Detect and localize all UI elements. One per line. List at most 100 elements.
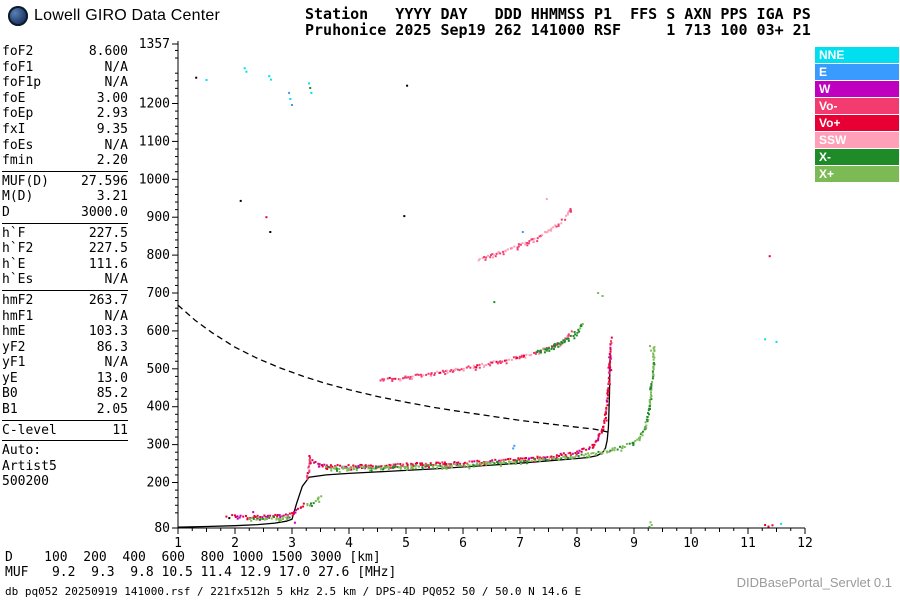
- parameter-value: 9.35: [96, 121, 128, 137]
- parameter-value: 11: [112, 422, 128, 438]
- series-f2-trace-leading-cusp: [306, 458, 312, 480]
- parameter-label: foF1p: [2, 75, 42, 91]
- parameter-label: hmF1: [2, 308, 34, 324]
- x-tick-label: 3: [288, 536, 296, 551]
- noise-specks: [195, 67, 783, 529]
- parameter-value: N/A: [104, 308, 128, 324]
- legend-item-nne: NNE: [815, 47, 899, 63]
- parameter-label: h`E: [2, 256, 26, 272]
- separator-line: [2, 289, 128, 291]
- parameter-label: h`F: [2, 225, 26, 241]
- parameter-label: Auto:: [2, 443, 42, 459]
- axes: [177, 41, 805, 529]
- parameter-row-foe: foE 3.00: [2, 91, 128, 107]
- legend-item-x: X+: [815, 166, 899, 182]
- parameter-label: fxI: [2, 121, 26, 137]
- brand: Lowell GIRO Data Center: [8, 6, 220, 26]
- parameter-label: MUF(D): [2, 173, 49, 189]
- parameter-value: 27.596: [81, 173, 128, 189]
- parameter-value: 103.3: [88, 324, 128, 340]
- x-tick-label: 12: [797, 536, 813, 551]
- parameter-label: B0: [2, 386, 18, 402]
- legend-item-x: X-: [815, 149, 899, 165]
- parameter-label: foE: [2, 90, 26, 106]
- separator-line: [2, 222, 128, 224]
- series-f2-third-hop: [477, 208, 572, 262]
- parameter-value: 2.05: [96, 402, 128, 418]
- parameter-value: N/A: [104, 355, 128, 371]
- parameter-row-fmin: fmin 2.20: [2, 153, 128, 169]
- parameter-row-ye: yE 13.0: [2, 371, 128, 387]
- parameter-label: yE: [2, 370, 18, 386]
- parameter-label: 500200: [2, 474, 49, 490]
- parameter-row-m-d: M(D) 3.21: [2, 189, 128, 205]
- parameter-label: h`Es: [2, 272, 34, 288]
- legend-item-w: W: [815, 81, 899, 97]
- x-tick-label: 1: [174, 536, 182, 551]
- legend-item-ssw: SSW: [815, 132, 899, 148]
- series-f2-trace-x-mode: [324, 346, 656, 473]
- parameter-row-yf1: yF1 N/A: [2, 355, 128, 371]
- parameter-value: N/A: [104, 137, 128, 153]
- parameter-row-fof1p: foF1p N/A: [2, 75, 128, 91]
- y-tick-label: 600: [147, 324, 170, 339]
- x-tick-label: 9: [630, 536, 638, 551]
- y-tick-label: 400: [147, 400, 170, 415]
- parameter-value: 2.93: [96, 106, 128, 122]
- parameter-label: Artist5: [2, 458, 57, 474]
- parameter-value: 227.5: [88, 225, 128, 241]
- series-muf-transmission-curve: [177, 304, 609, 433]
- y-tick-label: 500: [147, 362, 170, 377]
- x-tick-label: 6: [459, 536, 467, 551]
- series-e2-cusp-x: [306, 495, 323, 507]
- parameter-row-yf2: yF2 86.3: [2, 340, 128, 356]
- parameter-label: foF1: [2, 59, 34, 75]
- separator-line: [2, 440, 128, 442]
- y-tick-label: 1357: [139, 37, 170, 52]
- parameter-row-hmf2: hmF2 263.7: [2, 293, 128, 309]
- parameter-label: foEp: [2, 106, 34, 122]
- separator-line: [2, 419, 128, 421]
- x-tick-label: 11: [740, 536, 756, 551]
- parameter-value: 227.5: [88, 241, 128, 257]
- parameter-value: 263.7: [88, 292, 128, 308]
- station-header-labels: Station YYYY DAY DDD HHMMSS P1 FFS S AXN…: [305, 5, 811, 23]
- measurement-footer: db pq052 20250919 141000.rsf / 221fx512h…: [5, 585, 582, 598]
- series-f2-second-hop-o: [379, 330, 573, 382]
- y-tick-label: 200: [147, 476, 170, 491]
- parameter-row-hmf1: hmF1 N/A: [2, 309, 128, 325]
- y-tick-label: 80: [154, 521, 170, 536]
- parameter-value: N/A: [104, 59, 128, 75]
- x-tick-label: 4: [345, 536, 353, 551]
- parameter-row-h-es: h`Es N/A: [2, 272, 128, 288]
- trace-legend: NNE E W Vo- Vo+ SSW X- X+: [815, 47, 899, 183]
- servlet-watermark: DIDBasePortal_Servlet 0.1: [736, 575, 892, 590]
- parameter-label: D: [2, 204, 10, 220]
- x-tick-label: 2: [231, 536, 239, 551]
- series-e-trace-x: [248, 515, 291, 522]
- parameter-value: 3.21: [96, 189, 128, 205]
- parameter-label: hmF2: [2, 292, 34, 308]
- parameter-row-b0: B0 85.2: [2, 386, 128, 402]
- parameter-label: h`F2: [2, 241, 34, 257]
- parameter-label: hmE: [2, 324, 26, 340]
- legend-item-e: E: [815, 64, 899, 80]
- x-tick-label: 7: [516, 536, 524, 551]
- parameter-label: C-level: [2, 422, 57, 438]
- parameter-value: N/A: [104, 75, 128, 91]
- parameter-value: 13.0: [96, 370, 128, 386]
- parameter-label: foF2: [2, 44, 34, 59]
- parameter-label: yF2: [2, 339, 26, 355]
- series-true-height-profile: [177, 357, 611, 528]
- parameter-row-fof2: foF2 8.600: [2, 44, 128, 60]
- parameter-value: 3000.0: [81, 204, 128, 220]
- muf-table-distance-row: D 100 200 400 600 800 1000 1500 3000 [km…: [5, 550, 381, 565]
- parameter-panel: foF2 8.600 foF1 N/A foF1p N/A foE 3.00 foEp 2.93 f…: [2, 44, 128, 490]
- parameter-value: 85.2: [96, 386, 128, 402]
- x-tick-label: 8: [573, 536, 581, 551]
- parameter-value: 8.600: [88, 44, 128, 59]
- parameter-row-fof1: foF1 N/A: [2, 60, 128, 76]
- parameter-row-artist5: Artist5: [2, 459, 128, 475]
